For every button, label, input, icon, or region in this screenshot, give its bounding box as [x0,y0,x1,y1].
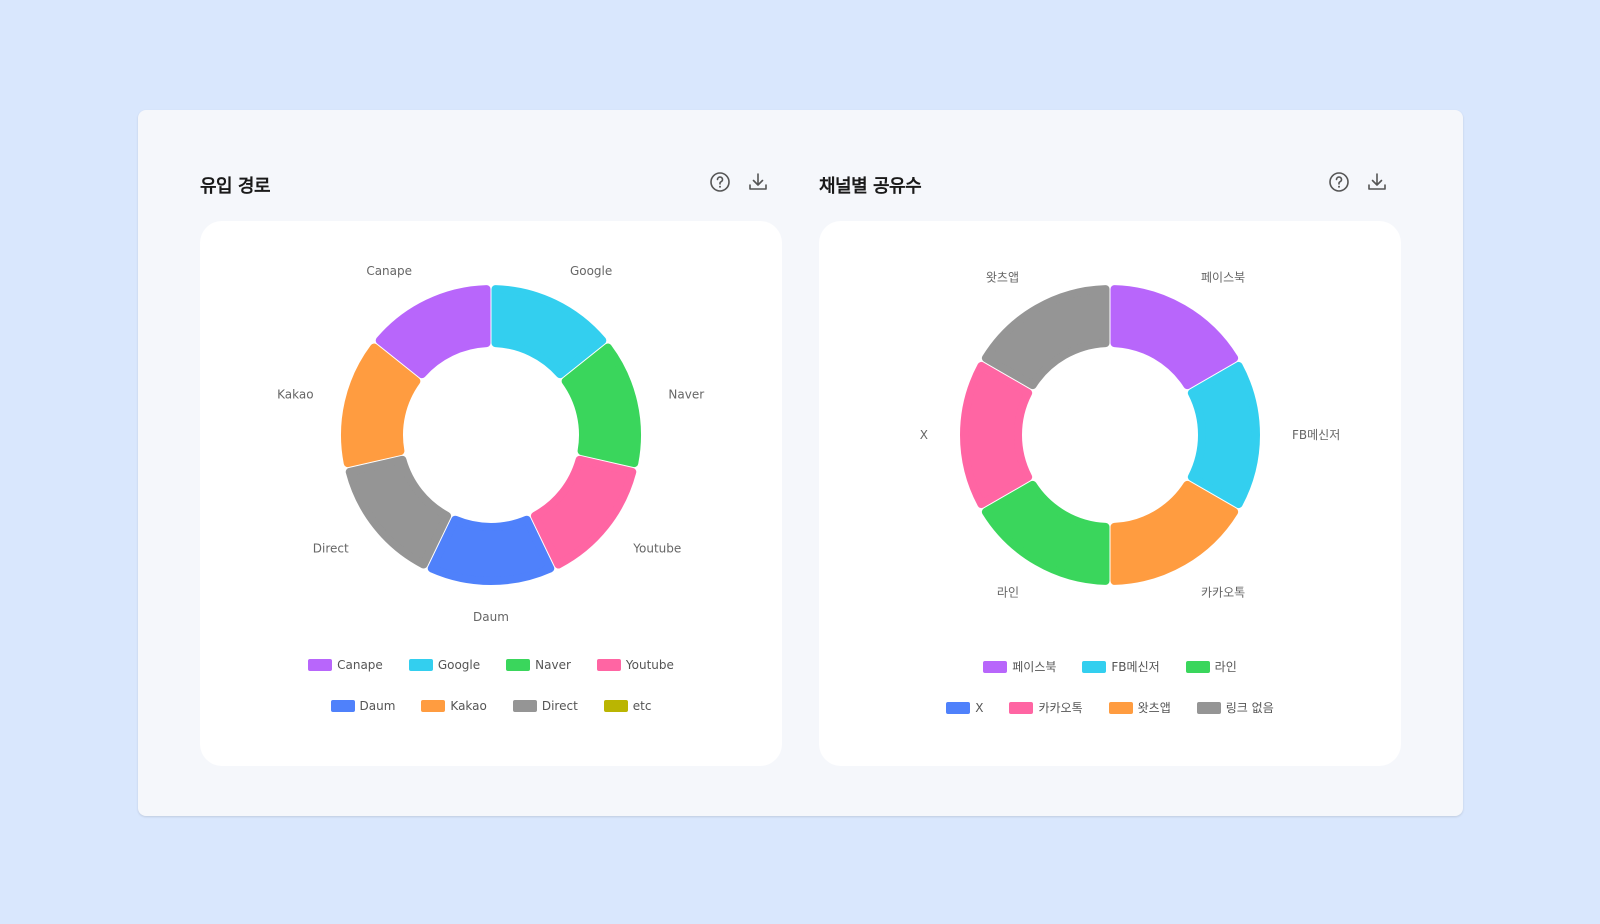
slice-label: Naver [668,388,704,402]
legend-swatch [1196,701,1221,714]
legend-row: 페이스북 FB메신저 라인 [819,658,1401,675]
legend-item[interactable]: 왓츠앱 [1108,699,1171,716]
legend-swatch [421,700,446,712]
legend-swatch [408,659,433,671]
legend-item[interactable]: etc [603,699,652,713]
legend-item[interactable]: 페이스북 [983,658,1056,675]
legend-swatch [1108,701,1133,714]
slice-3[interactable] [981,480,1110,585]
legend-label: 카카오톡 [1038,701,1083,715]
legend-swatch [1009,701,1034,714]
legend-item[interactable]: Youtube [596,658,674,672]
legend-swatch [596,659,621,671]
slice-label: Kakao [277,388,313,402]
legend-item[interactable]: 라인 [1185,658,1237,675]
legend-label: 링크 없음 [1225,701,1274,715]
legend-label: X [975,700,984,715]
legend-swatch [330,700,355,712]
legend-swatch [1185,660,1210,673]
legend-item[interactable]: Canape [308,658,383,672]
legend-row: X 카카오톡 왓츠앱 링크 없음 [819,699,1401,716]
legend-swatch [512,700,537,712]
legend-item[interactable]: 카카오톡 [1009,699,1083,716]
legend-item[interactable]: Kakao [421,699,487,713]
legend-label: 라인 [1214,660,1237,674]
download-icon[interactable] [746,170,770,194]
chart-card: Canape Google Naver Youtube Daum Direct Kakao … [200,221,782,766]
legend-label: etc [632,699,652,713]
legend-swatch [983,660,1008,673]
question-circle-icon[interactable] [708,170,732,194]
legend-label: Daum [359,699,396,713]
slice-label: Google [570,264,612,278]
legend-swatch [1082,660,1107,673]
slice-label: Direct [313,541,349,555]
legend-swatch [308,659,333,671]
section-title: 유입 경로 [200,176,271,197]
doughnut-chart: Canape Google Naver Youtube Daum Direct Kakao [277,264,704,624]
channel-share-section: 채널별 공유수 페이스북 FB메신저 카카오톡 라인 X 왓츠앱 페이스북 FB메신저 라인 … [819,166,1401,766]
slice-label: 카카오톡 [1201,586,1245,600]
slice-3[interactable] [530,455,637,569]
traffic-source-section: 유입 경로 Canape Google Naver Youtube Daum Direct… [200,166,782,766]
slice-1[interactable] [491,285,607,379]
slice-label: 왓츠앱 [986,270,1019,284]
legend-label: Direct [541,699,578,713]
slice-0[interactable] [1110,285,1239,390]
slice-1[interactable] [1187,361,1260,509]
slice-5[interactable] [981,285,1110,390]
legend-item[interactable]: FB메신저 [1082,658,1160,675]
legend-swatch [603,700,628,712]
legend-swatch [506,659,531,671]
question-circle-icon[interactable] [1327,170,1351,194]
legend-label: Kakao [450,699,487,713]
legend-item[interactable]: X [946,699,983,716]
slice-label: 라인 [997,586,1019,600]
legend-item[interactable]: Naver [506,658,571,672]
slice-label: FB메신저 [1292,428,1340,442]
legend-label: Youtube [625,658,674,672]
legend-label: Google [437,658,481,672]
slice-0[interactable] [375,285,491,379]
slice-label: 페이스북 [1201,270,1245,284]
chart-card: 페이스북 FB메신저 카카오톡 라인 X 왓츠앱 페이스북 FB메신저 라인 X 카카오톡 왓츠앱… [819,221,1401,766]
section-title: 채널별 공유수 [819,176,922,197]
legend-row: Canape Google Naver Youtube [200,658,782,672]
slice-label: X [920,428,928,442]
slice-5[interactable] [345,455,452,569]
legend-swatch [946,701,971,714]
download-icon[interactable] [1365,170,1389,194]
dashboard-panel: 유입 경로 Canape Google Naver Youtube Daum Direct… [138,110,1463,816]
slice-2[interactable] [561,343,641,468]
slice-label: Daum [473,610,509,624]
slice-6[interactable] [341,343,421,468]
slice-label: Youtube [632,541,681,555]
legend-item[interactable]: Daum [330,699,396,713]
legend-label: 왓츠앱 [1137,701,1171,715]
legend-item[interactable]: Google [408,658,481,672]
slice-4[interactable] [960,361,1033,509]
legend-item[interactable]: 링크 없음 [1196,699,1274,716]
legend-label: 페이스북 [1012,660,1057,674]
legend-label: FB메신저 [1111,660,1160,674]
slice-4[interactable] [427,515,555,585]
slice-2[interactable] [1110,480,1239,585]
legend-label: Canape [337,658,383,672]
legend-row: Daum Kakao Direct etc [200,699,782,713]
legend-item[interactable]: Direct [512,699,578,713]
legend-label: Naver [535,658,571,672]
slice-label: Canape [366,264,412,278]
